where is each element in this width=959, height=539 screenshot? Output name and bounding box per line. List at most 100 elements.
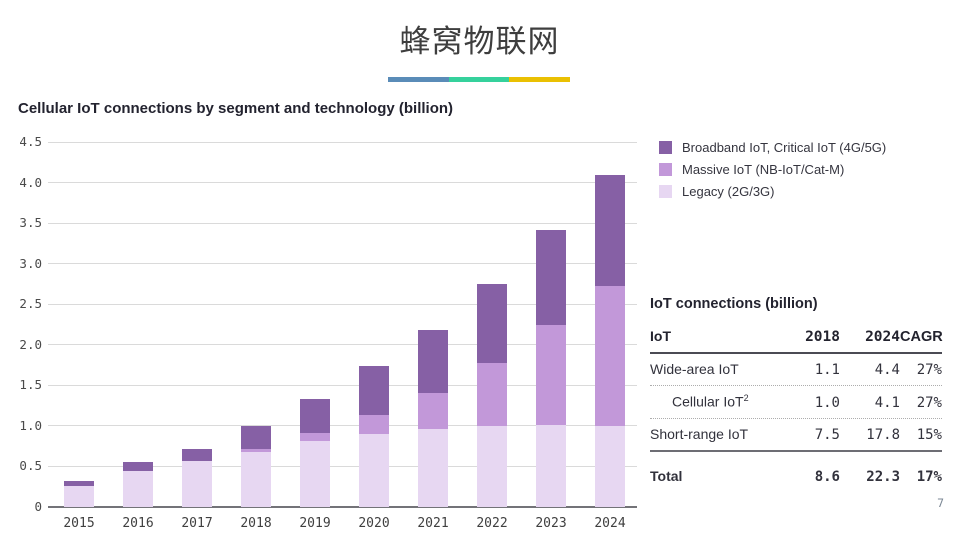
x-tick-label: 2021 [417, 516, 449, 531]
table-row: Cellular IoT2 1.0 4.1 27% [650, 386, 942, 419]
bar-segment [300, 399, 330, 434]
table-cell: 27% [916, 362, 942, 378]
y-gridline [48, 384, 637, 386]
legend-swatch [659, 140, 672, 154]
table-header-cell: CAGR [900, 329, 943, 345]
y-tick-label: 1.0 [19, 417, 42, 433]
table-cell: 22.3 [866, 468, 900, 485]
table-cell: 1.1 [814, 362, 840, 378]
x-tick-label: 2016 [122, 516, 154, 531]
y-tick-label: 4.5 [19, 134, 42, 149]
bar-segment [300, 440, 330, 507]
bar-segment [536, 425, 566, 507]
y-gridline [48, 141, 637, 143]
legend-swatch [659, 162, 672, 176]
bar-segment [359, 365, 389, 415]
y-gridline [48, 182, 637, 184]
table-title: IoT connections (billion) [650, 296, 818, 312]
chart-heading: Cellular IoT connections by segment and … [18, 100, 454, 117]
bar-2021 [418, 330, 448, 507]
legend-label: Legacy (2G/3G) [682, 183, 775, 199]
bar-segment [595, 286, 625, 426]
underline-segment-2 [509, 77, 571, 82]
table-header-cell: 2018 [805, 329, 840, 345]
bar-segment [241, 451, 271, 507]
y-tick-label: 2.0 [19, 336, 42, 352]
plot-area: 2015 2016 2017 2018 2019 2020 2021 2022 2023 2024 [48, 141, 637, 531]
table-cell: 4.1 [874, 394, 900, 411]
y-tick-label: 3.5 [19, 215, 42, 231]
legend-item: Broadband IoT, Critical IoT (4G/5G) [659, 136, 886, 158]
bar-2023 [536, 229, 566, 507]
bar-segment [64, 481, 94, 486]
y-gridline [48, 263, 637, 265]
y-gridline [48, 465, 637, 467]
table-cell: 4.4 [874, 362, 900, 378]
bar-2018 [241, 425, 271, 507]
table-row-label: Wide-area IoT [650, 361, 739, 377]
title-underline [388, 77, 571, 82]
footnote-marker: 2 [743, 393, 749, 403]
table-header-cell: IoT [650, 328, 671, 344]
bar-segment [359, 414, 389, 434]
x-tick-label: 2022 [476, 516, 508, 531]
chart-legend: Broadband IoT, Critical IoT (4G/5G) Massi… [659, 136, 886, 202]
bar-segment [123, 461, 153, 472]
bar-segment [300, 433, 330, 441]
bar-segment [595, 174, 625, 287]
table-header-cell: 2024 [865, 329, 900, 345]
table-row-label: Cellular IoT2 [672, 393, 749, 410]
y-tick-label: 0.5 [19, 458, 42, 474]
y-tick-label: 0 [34, 499, 42, 514]
legend-swatch [659, 184, 672, 198]
table-header-row: IoT 2018 2024 CAGR [650, 328, 943, 354]
bar-segment [241, 448, 271, 452]
table-cell: 27% [916, 394, 942, 411]
bar-segment [359, 434, 389, 507]
table-cell: 1.0 [814, 394, 840, 411]
bar-2016 [123, 461, 153, 507]
legend-item: Massive IoT (NB-IoT/Cat-M) [659, 158, 886, 180]
table-cell: 8.6 [814, 468, 840, 485]
table-row-label: Short-range IoT [650, 425, 749, 442]
y-gridline [48, 344, 637, 346]
bar-segment [182, 448, 212, 461]
bar-segment [595, 425, 625, 507]
x-tick-label: 2019 [299, 516, 331, 531]
y-gridline [48, 303, 637, 305]
table-body: Wide-area IoT 1.1 4.4 27% Cellular IoT2 1.0 4.… [650, 354, 942, 492]
bar-2024 [595, 174, 625, 507]
table-row: Wide-area IoT 1.1 4.4 27% [650, 354, 942, 386]
bar-2019 [300, 399, 330, 507]
x-tick-label: 2020 [358, 516, 390, 531]
legend-label: Broadband IoT, Critical IoT (4G/5G) [682, 139, 887, 155]
bar-2022 [477, 283, 507, 507]
bar-segment [418, 330, 448, 393]
bar-segment [241, 425, 271, 449]
x-tick-label: 2018 [240, 516, 272, 531]
table-cell: 17.8 [866, 426, 900, 443]
bar-segment [477, 363, 507, 426]
bar-2015 [64, 481, 94, 507]
y-gridline [48, 425, 637, 427]
bar-segment [536, 229, 566, 325]
x-tick-label: 2023 [535, 516, 567, 531]
x-tick-label: 2024 [594, 516, 626, 531]
legend-label: Massive IoT (NB-IoT/Cat-M) [682, 161, 845, 177]
table-cell: 7.5 [814, 426, 840, 443]
bar-segment [182, 460, 212, 507]
underline-segment-0 [388, 77, 449, 82]
table-cell: 17% [916, 468, 942, 485]
table-row: Short-range IoT 7.5 17.8 15% [650, 419, 942, 452]
y-tick-label: 1.5 [19, 377, 42, 393]
bar-segment [418, 429, 448, 507]
bar-2020 [359, 365, 389, 507]
x-tick-label: 2017 [181, 516, 213, 531]
y-tick-label: 2.5 [19, 296, 42, 312]
bar-segment [418, 392, 448, 430]
bar-segment [477, 425, 507, 507]
y-gridline [48, 222, 637, 224]
bar-segment [536, 324, 566, 426]
underline-segment-1 [448, 77, 510, 82]
